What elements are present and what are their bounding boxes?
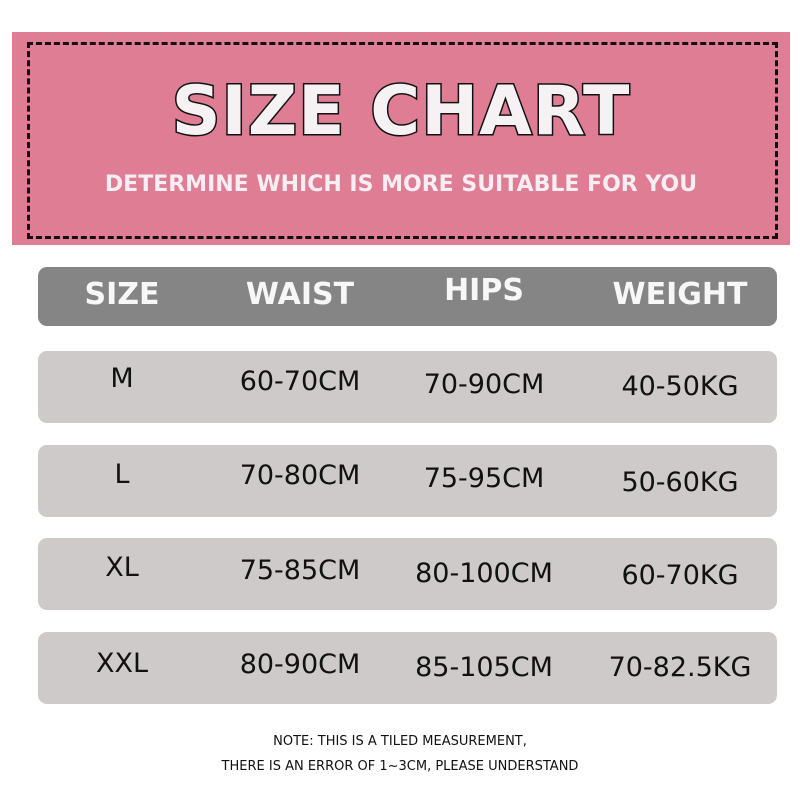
weight-cell: 40-50KG bbox=[621, 371, 739, 402]
size-cell: XXL bbox=[95, 648, 149, 679]
waist-cell: 80-90CM bbox=[239, 649, 361, 680]
page-title: SIZE CHART bbox=[170, 72, 631, 151]
size-cell: L bbox=[114, 459, 130, 490]
header-waist: WAIST bbox=[245, 277, 355, 312]
note-line-2: THERE IS AN ERROR OF 1~3CM, PLEASE UNDER… bbox=[221, 759, 579, 774]
note-line-1: NOTE: THIS IS A TILED MEASUREMENT, bbox=[273, 734, 527, 749]
subtitle: DETERMINE WHICH IS MORE SUITABLE FOR YOU bbox=[104, 172, 698, 197]
waist-cell: 60-70CM bbox=[239, 366, 361, 397]
table-row: M 60-70CM 70-90CM 40-50KG bbox=[38, 351, 777, 423]
dashed-border bbox=[27, 42, 778, 239]
waist-cell: 75-85CM bbox=[239, 555, 361, 586]
hips-cell: 80-100CM bbox=[415, 558, 553, 589]
table-header: SIZE WAIST HIPS WEIGHT bbox=[38, 267, 777, 326]
size-cell: XL bbox=[105, 552, 139, 583]
weight-cell: 70-82.5KG bbox=[608, 652, 752, 683]
hips-cell: 70-90CM bbox=[423, 369, 545, 400]
weight-cell: 60-70KG bbox=[621, 560, 739, 591]
table-row: XL 75-85CM 80-100CM 60-70KG bbox=[38, 538, 777, 610]
table-row: XXL 80-90CM 85-105CM 70-82.5KG bbox=[38, 632, 777, 704]
header-size: SIZE bbox=[84, 277, 160, 312]
waist-cell: 70-80CM bbox=[239, 460, 361, 491]
size-cell: M bbox=[110, 363, 134, 394]
hips-cell: 85-105CM bbox=[415, 652, 553, 683]
title-banner: SIZE CHART DETERMINE WHICH IS MORE SUITA… bbox=[12, 32, 790, 245]
header-hips: HIPS bbox=[444, 273, 524, 308]
weight-cell: 50-60KG bbox=[621, 467, 739, 498]
table-row: L 70-80CM 75-95CM 50-60KG bbox=[38, 445, 777, 517]
header-weight: WEIGHT bbox=[612, 277, 748, 312]
hips-cell: 75-95CM bbox=[423, 463, 545, 494]
